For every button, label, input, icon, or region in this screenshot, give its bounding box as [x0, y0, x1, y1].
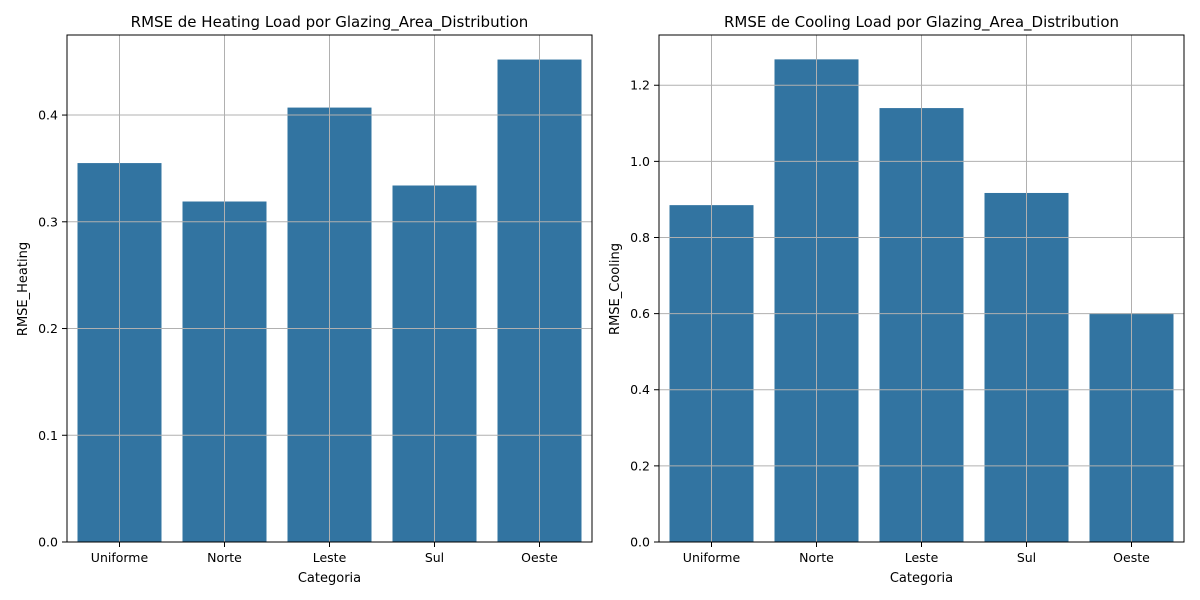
cooling-y-axis: 0.0 0.2 0.4 0.6 0.8 1.0 1.2 — [630, 78, 659, 550]
heating-x-tick-label: Norte — [207, 550, 242, 565]
cooling-chart-title: RMSE de Cooling Load por Glazing_Area_Di… — [724, 13, 1119, 32]
heating-y-tick-label: 0.0 — [38, 535, 58, 550]
cooling-x-tick-label: Norte — [799, 550, 834, 565]
cooling-y-tick-label: 0.0 — [630, 535, 650, 550]
heating-y-tick-label: 0.2 — [38, 321, 58, 336]
heating-x-tick-label: Oeste — [521, 550, 558, 565]
cooling-y-axis-label: RMSE_Cooling — [608, 243, 623, 335]
cooling-x-tick-label: Leste — [905, 550, 939, 565]
cooling-y-tick-label: 0.2 — [630, 458, 650, 473]
cooling-y-tick-label: 1.0 — [630, 154, 650, 169]
heating-chart: RMSE de Heating Load por Glazing_Area_Di… — [16, 13, 593, 586]
cooling-x-axis-label: Categoria — [890, 571, 953, 586]
heating-y-axis: 0.0 0.1 0.2 0.3 0.4 — [38, 108, 67, 550]
cooling-x-tick-label: Sul — [1017, 550, 1036, 565]
heating-x-axis: Uniforme Norte Leste Sul Oeste — [91, 542, 558, 565]
cooling-y-tick-label: 0.8 — [630, 230, 650, 245]
heating-chart-title: RMSE de Heating Load por Glazing_Area_Di… — [131, 13, 529, 32]
heating-x-tick-label: Sul — [425, 550, 444, 565]
heating-y-tick-label: 0.1 — [38, 428, 58, 443]
cooling-y-tick-label: 0.6 — [630, 306, 650, 321]
cooling-chart: RMSE de Cooling Load por Glazing_Area_Di… — [608, 13, 1185, 586]
heating-y-tick-label: 0.3 — [38, 214, 58, 229]
cooling-x-tick-label: Oeste — [1113, 550, 1150, 565]
heating-grid — [67, 35, 592, 543]
cooling-x-axis: Uniforme Norte Leste Sul Oeste — [683, 542, 1150, 565]
cooling-y-tick-label: 1.2 — [630, 78, 650, 93]
heating-y-axis-label: RMSE_Heating — [16, 242, 31, 336]
cooling-x-tick-label: Uniforme — [683, 550, 741, 565]
heating-x-axis-label: Categoria — [298, 571, 361, 586]
cooling-y-tick-label: 0.4 — [630, 382, 650, 397]
heating-x-tick-label: Uniforme — [91, 550, 149, 565]
heating-x-tick-label: Leste — [313, 550, 347, 565]
heating-y-tick-label: 0.4 — [38, 108, 58, 123]
